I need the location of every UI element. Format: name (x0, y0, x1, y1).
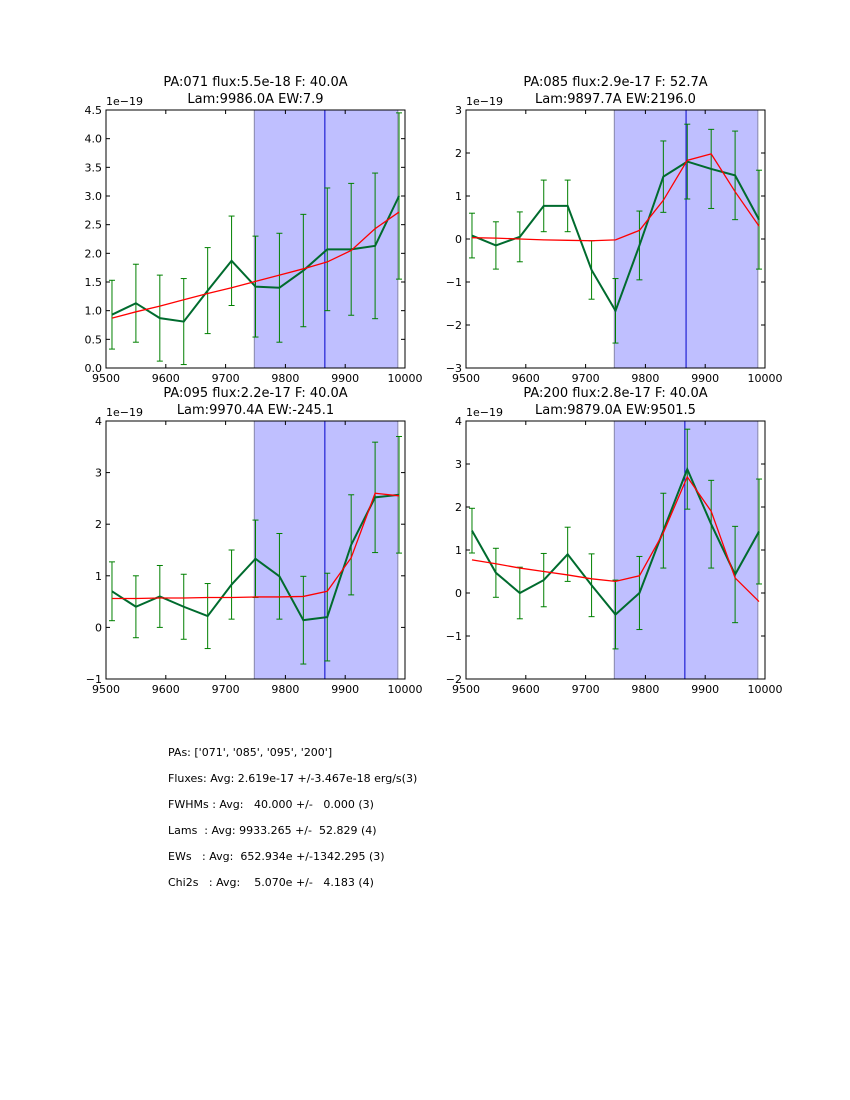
y-tick-label: −1 (86, 673, 102, 686)
subplot-title: PA:095 flux:2.2e-17 F: 40.0A (163, 386, 347, 401)
x-tick-label: 10000 (388, 683, 423, 696)
x-tick-label: 10000 (748, 683, 783, 696)
stats-ews: EWs : Avg: 652.934e +/-1342.295 (3) (168, 850, 385, 863)
subplot-title: PA:085 flux:2.9e-17 F: 52.7A (523, 75, 707, 90)
x-tick-label: 9800 (631, 683, 659, 696)
x-tick-label: 9700 (212, 683, 240, 696)
y-tick-label: 1 (95, 570, 102, 583)
stats-fluxes: Fluxes: Avg: 2.619e-17 +/-3.467e-18 erg/… (168, 772, 418, 785)
stats-pas: PAs: ['071', '085', '095', '200'] (168, 746, 333, 759)
x-tick-label: 9500 (92, 683, 120, 696)
subplot-subtitle: Lam:9986.0A EW:7.9 (187, 92, 323, 107)
x-tick-label: 9600 (152, 683, 180, 696)
y-tick-label: −2 (446, 673, 462, 686)
x-tick-label: 9500 (452, 683, 480, 696)
subplot-title: PA:071 flux:5.5e-18 F: 40.0A (163, 75, 347, 90)
axes-frame (105, 420, 406, 680)
y-tick-label: 2.5 (85, 219, 103, 232)
y-tick-label: 2 (95, 518, 102, 531)
model-fit-line (111, 492, 400, 600)
axes-frame (105, 109, 406, 369)
subplot-4: 9500 9600 9700 9800 9900 10000 −2 −1 0 1 2 3 4 1e−19 P… (446, 386, 783, 696)
model-fit-line (471, 153, 760, 242)
y-tick-label: 2 (455, 147, 462, 160)
y-tick-label: −1 (446, 630, 462, 643)
stats-lams: Lams : Avg: 9933.265 +/- 52.829 (4) (168, 824, 377, 837)
x-tick-label: 10000 (388, 372, 423, 385)
subplot-subtitle: Lam:9879.0A EW:9501.5 (535, 403, 696, 418)
x-tick-label: 9600 (512, 683, 540, 696)
y-tick-label: −1 (446, 276, 462, 289)
x-tick-label: 9900 (331, 683, 359, 696)
data-series-line (111, 195, 400, 323)
y-tick-label: 0 (455, 233, 462, 246)
x-tick-label: 9700 (572, 372, 600, 385)
shaded-region (253, 109, 399, 369)
y-tick-label: 0 (95, 621, 102, 634)
y-tick-label: 3.0 (85, 190, 103, 203)
model-fit-line (111, 211, 400, 319)
x-tick-label: 9500 (452, 372, 480, 385)
x-tick-label: 9800 (271, 372, 299, 385)
subplot-title: PA:200 flux:2.8e-17 F: 40.0A (523, 386, 707, 401)
y-tick-label: 2.0 (85, 247, 103, 260)
subplot-subtitle: Lam:9897.7A EW:2196.0 (535, 92, 696, 107)
model-fit-line (471, 475, 760, 603)
data-series-line (471, 466, 760, 616)
data-series-line (471, 160, 760, 314)
subplot-3: 9500 9600 9700 9800 9900 10000 −1 0 1 2 3 4 1e−19 PA:… (86, 386, 423, 696)
x-tick-label: 9700 (572, 683, 600, 696)
y-tick-label: 1 (455, 190, 462, 203)
data-series-line (111, 493, 400, 622)
y-tick-label: 4 (95, 415, 102, 428)
shaded-region (253, 420, 399, 680)
y-offset-label: 1e−19 (466, 95, 503, 108)
subplot-subtitle: Lam:9970.4A EW:-245.1 (177, 403, 334, 418)
stats-summary: PAs: ['071', '085', '095', '200'] Fluxes… (168, 746, 417, 902)
x-tick-label: 10000 (748, 372, 783, 385)
y-tick-label: 2 (455, 501, 462, 514)
stats-chi2s: Chi2s : Avg: 5.070e +/- 4.183 (4) (168, 876, 374, 889)
y-offset-label: 1e−19 (466, 406, 503, 419)
y-tick-label: 3 (455, 458, 462, 471)
shaded-region (613, 420, 759, 680)
y-tick-label: 1 (455, 544, 462, 557)
y-tick-label: 0.0 (85, 362, 103, 375)
y-tick-label: 1.5 (85, 276, 103, 289)
stats-fwhms: FWHMs : Avg: 40.000 +/- 0.000 (3) (168, 798, 374, 811)
y-tick-label: 4 (455, 415, 462, 428)
x-tick-label: 9700 (212, 372, 240, 385)
y-tick-label: 4.5 (85, 104, 103, 117)
x-tick-label: 9900 (691, 683, 719, 696)
y-tick-label: 4.0 (85, 133, 103, 146)
y-tick-label: 3.5 (85, 161, 103, 174)
y-tick-label: 3 (95, 467, 102, 480)
x-tick-label: 9600 (512, 372, 540, 385)
x-tick-label: 9800 (271, 683, 299, 696)
y-offset-label: 1e−19 (106, 406, 143, 419)
x-tick-label: 9800 (631, 372, 659, 385)
x-tick-label: 9600 (152, 372, 180, 385)
x-tick-label: 9500 (92, 372, 120, 385)
y-tick-label: −2 (446, 319, 462, 332)
x-tick-label: 9900 (331, 372, 359, 385)
y-tick-label: −3 (446, 362, 462, 375)
subplot-1: 9500 9600 9700 9800 9900 10000 0.0 0.5 1.0 1.5 2.0… (85, 75, 423, 385)
y-tick-label: 0 (455, 587, 462, 600)
y-tick-label: 0.5 (85, 333, 103, 346)
y-tick-label: 1.0 (85, 305, 103, 318)
y-offset-label: 1e−19 (106, 95, 143, 108)
subplot-2: 9500 9600 9700 9800 9900 10000 −3 −2 −1 0 1 2 3 1e−19… (446, 75, 783, 385)
x-tick-label: 9900 (691, 372, 719, 385)
y-tick-label: 3 (455, 104, 462, 117)
